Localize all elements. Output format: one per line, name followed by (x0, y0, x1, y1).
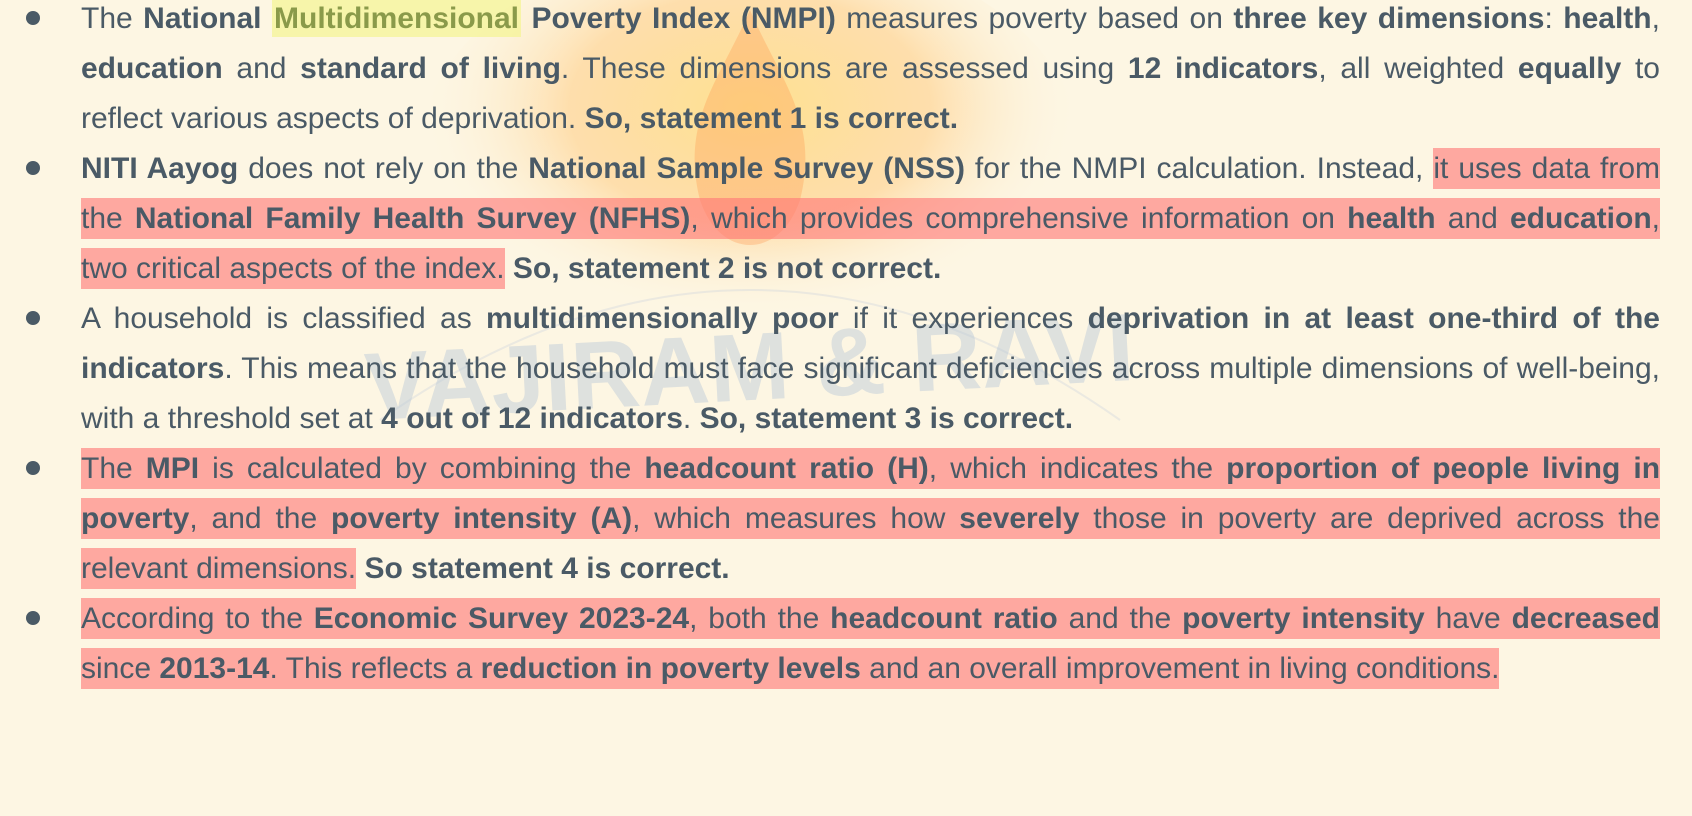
text-segment: . These dimensions are assessed using (560, 52, 1128, 85)
highlighted-text-red: reduction in poverty levels (480, 648, 861, 689)
highlighted-text-red: According to the (81, 598, 314, 639)
highlighted-text-red: The (81, 448, 146, 489)
text-segment: deprivation in at least one-third of the… (81, 302, 1660, 385)
bullet-dot-icon (26, 311, 40, 325)
highlighted-text-red: Economic Survey 2023-24 (313, 598, 690, 639)
highlighted-text-red: poverty intensity (1182, 598, 1425, 639)
highlighted-text-red: , both the (689, 598, 831, 639)
text-segment: . (682, 402, 700, 435)
text-segment: A household is classified as (81, 302, 486, 335)
bullet-dot-icon (26, 11, 40, 25)
text-segment: National Sample Survey (NSS) (528, 152, 965, 185)
highlighted-text-red: headcount ratio (H) (644, 448, 929, 489)
text-segment: multidimensionally poor (485, 302, 839, 335)
text-segment: Poverty Index (NMPI) (521, 2, 836, 35)
text-segment: equally (1517, 52, 1622, 85)
bullet-item: A household is classified as multidimens… (0, 294, 1692, 444)
text-segment: NITI Aayog (81, 152, 239, 185)
text-segment: : (1544, 2, 1564, 35)
text-segment: education (81, 52, 223, 85)
bullet-dot-icon (26, 461, 40, 475)
bullet-dot-icon (26, 611, 40, 625)
bullet-list: The National Multidimensional Poverty In… (0, 0, 1692, 694)
highlighted-text-red: since (81, 648, 160, 689)
highlighted-text-red: MPI (145, 448, 200, 489)
highlighted-text-red: health (1347, 198, 1436, 239)
highlighted-text-red: education (1509, 198, 1652, 239)
bullet-dot-icon (26, 161, 40, 175)
text-segment: 4 out of 12 indicators (381, 402, 683, 435)
highlighted-text-red: poverty intensity (A) (331, 498, 633, 539)
text-segment: three key dimensions (1233, 2, 1545, 35)
bullet-item: According to the Economic Survey 2023-24… (0, 594, 1692, 694)
document-body: The National Multidimensional Poverty In… (0, 0, 1692, 694)
highlighted-text-red: , which measures how (632, 498, 960, 539)
bullet-item: NITI Aayog does not rely on the National… (0, 144, 1692, 294)
bullet-item: The National Multidimensional Poverty In… (0, 0, 1692, 144)
highlighted-text-red: decreased (1511, 598, 1660, 639)
highlighted-text-red: and (1435, 198, 1510, 239)
text-segment: , (1651, 2, 1660, 35)
highlighted-text-red: headcount ratio (830, 598, 1058, 639)
highlighted-text-red: , and the (189, 498, 332, 539)
highlighted-text-red: and an overall improvement in living con… (860, 648, 1500, 689)
highlighted-text-red: and the (1057, 598, 1183, 639)
highlighted-text-red: severely (959, 498, 1080, 539)
bullet-item: The MPI is calculated by combining the h… (0, 444, 1692, 594)
text-segment: health (1563, 2, 1652, 35)
text-segment: measures poverty based on (835, 2, 1234, 35)
text-segment: 12 indicators (1127, 52, 1319, 85)
text-segment: if it experiences (838, 302, 1088, 335)
text-segment: So, statement 2 is not correct. (504, 252, 942, 285)
highlighted-text-red: have (1424, 598, 1512, 639)
text-segment: National (143, 2, 272, 35)
text-segment: So statement 4 is correct. (356, 552, 730, 585)
text-segment: does not rely on the (238, 152, 529, 185)
highlighted-text-red: . This reflects a (269, 648, 481, 689)
highlighted-text-red: National Family Health Survey (NFHS) (134, 198, 691, 239)
highlighted-text-red: , which provides comprehensive informati… (690, 198, 1348, 239)
highlighted-text-red: 2013-14 (159, 648, 270, 689)
text-segment: and (222, 52, 301, 85)
highlighted-text-red: , which indicates the (928, 448, 1227, 489)
highlighted-text-yellow: Multidimensional (272, 0, 522, 37)
text-segment: The (81, 2, 144, 35)
text-segment: for the NMPI calculation. Instead, (964, 152, 1434, 185)
highlighted-text-red: is calculated by combining the (199, 448, 645, 489)
text-segment: standard of living (300, 52, 561, 85)
text-segment: So, statement 3 is correct. (699, 402, 1074, 435)
text-segment: , all weighted (1318, 52, 1518, 85)
text-segment: So, statement 1 is correct. (584, 102, 959, 135)
